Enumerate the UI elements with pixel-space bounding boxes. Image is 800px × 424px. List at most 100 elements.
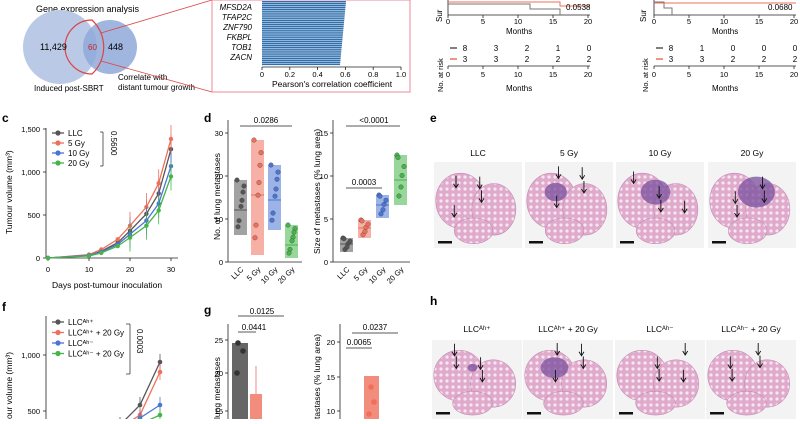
c-xtick-label: 20 [126,265,134,274]
arrow-head [451,212,458,218]
panel-g-right-ylabel: tastases (% lung area) [312,334,322,419]
risk-tick-label: 5 [481,70,485,79]
g-ytick-label: 25 [215,336,223,345]
h-tile-title: LLCᴬʰ⁺ [463,324,491,334]
d-left-group-label: 10 Gy [259,265,280,286]
km-tick-label: 10 [720,17,728,26]
correlation-bar [262,6,346,9]
arrow-head [453,364,460,370]
panel-c-xlabel: Days post-tumour inoculation [52,280,162,290]
km-tick-label: 0 [446,17,450,26]
histology-image [706,340,796,419]
km-right: Sur 0.0680 0 5 10 15 20 Months No. at risk 8… [639,0,798,93]
c-point [115,237,120,242]
arrow-head [555,174,562,180]
histology-image [434,162,522,248]
risk-value: 2 [587,55,592,64]
d-right-point [381,201,387,207]
g-point [234,370,240,376]
correlation-bar [262,46,342,48]
correlation-bar [262,63,341,66]
d-point [269,217,275,223]
f-series-line [138,414,161,424]
c-ytick-label: 1,000 [21,168,40,177]
correlation-bar [262,39,343,41]
panel-f-label: f [2,300,7,314]
correlation-bar [262,21,345,24]
arrow-head [729,376,735,382]
correlation-bar [262,4,346,7]
arrow-head [732,199,739,205]
d-point [240,189,246,195]
arrow-head [680,377,687,383]
risk-value: 0 [587,44,592,53]
c-series-line [47,149,172,259]
arrow-head [478,198,485,204]
venn-overlap-count: 60 [88,43,97,52]
panel-c-growth: c Tumour volume (mm³) 0 500 1,000 1,500 0 10… [2,111,178,290]
correlation-bar [262,27,344,29]
c-xtick-label: 0 [46,265,50,274]
g-right-point [368,384,374,390]
lung-lobe [635,217,676,245]
f-ytick-label: 500 [27,407,40,416]
venn-callout-line-2 [100,60,213,93]
d-right-point [401,164,407,169]
f-legend-marker [55,329,61,336]
arrow-head [578,351,585,357]
panel-c-ylabel: Tumour volume (mm³) [4,150,14,234]
g-right-ytick-label: 20 [327,338,335,347]
d-right-point [377,193,383,199]
g-right-point [366,411,372,417]
risk-value: 2 [556,55,561,64]
scale-bar [619,412,633,415]
d-point [289,238,295,244]
scale-bar [710,412,724,415]
e-tile-title: 5 Gy [560,148,579,158]
km-tick-label: 10 [514,17,522,26]
venn-right-count: 448 [108,42,123,52]
venn-title: Gene expression analysis [36,4,140,14]
tumor-nodule [467,363,478,372]
arrow-head [581,188,587,194]
e-tile-title: 20 Gy [741,148,764,158]
risk-tick-label: 10 [514,70,522,79]
arrow-head [479,377,486,383]
d-right-point [399,173,405,178]
d-point [268,162,274,168]
panel-g-label: g [204,303,211,317]
c-legend-marker [55,160,61,166]
gene-label: ZACN [229,53,252,62]
c-xtick-label: 30 [167,265,175,274]
arrow-head [453,183,459,189]
risk-tick-label: 15 [755,70,763,79]
d-right-ytick-label: 10 [320,172,328,181]
panel-g-bars: g lung metastases 15 20 25 0.0125 0.0441 tas… [204,303,398,419]
risk-value: 3 [700,55,705,64]
venn-left-circle [23,10,97,84]
risk-value: 0 [762,44,767,53]
correlation-bar [262,8,346,10]
scale-bar [712,241,726,244]
d-right-ytick-label: 0 [324,258,328,267]
km-left-pvalue: 0.0538 [566,3,591,12]
c-point [127,235,133,240]
panel-h-label: h [430,294,437,308]
f-legend-label: LLCᴬʰ⁺ + 20 Gy [68,329,124,338]
d-point [270,210,276,216]
km-tick-label: 0 [652,17,656,26]
gene-label: FKBPL [227,33,252,42]
scale-bar [620,241,634,244]
panel-f-growth: f our volume (mm³) 500 1,000 LLCᴬʰ⁺ LLCᴬʰ⁺… [2,300,163,424]
histology-image [523,340,613,419]
correlation-bar [262,54,341,56]
g-right-ytick-label: 15 [327,373,335,382]
c-point [156,181,161,186]
d-right-point [396,193,402,199]
f-point [137,402,143,408]
venn-callout-line [100,0,213,34]
correlation-bar [262,35,343,37]
d-ytick-label: 0 [219,258,223,267]
f-legend-marker [55,350,61,357]
